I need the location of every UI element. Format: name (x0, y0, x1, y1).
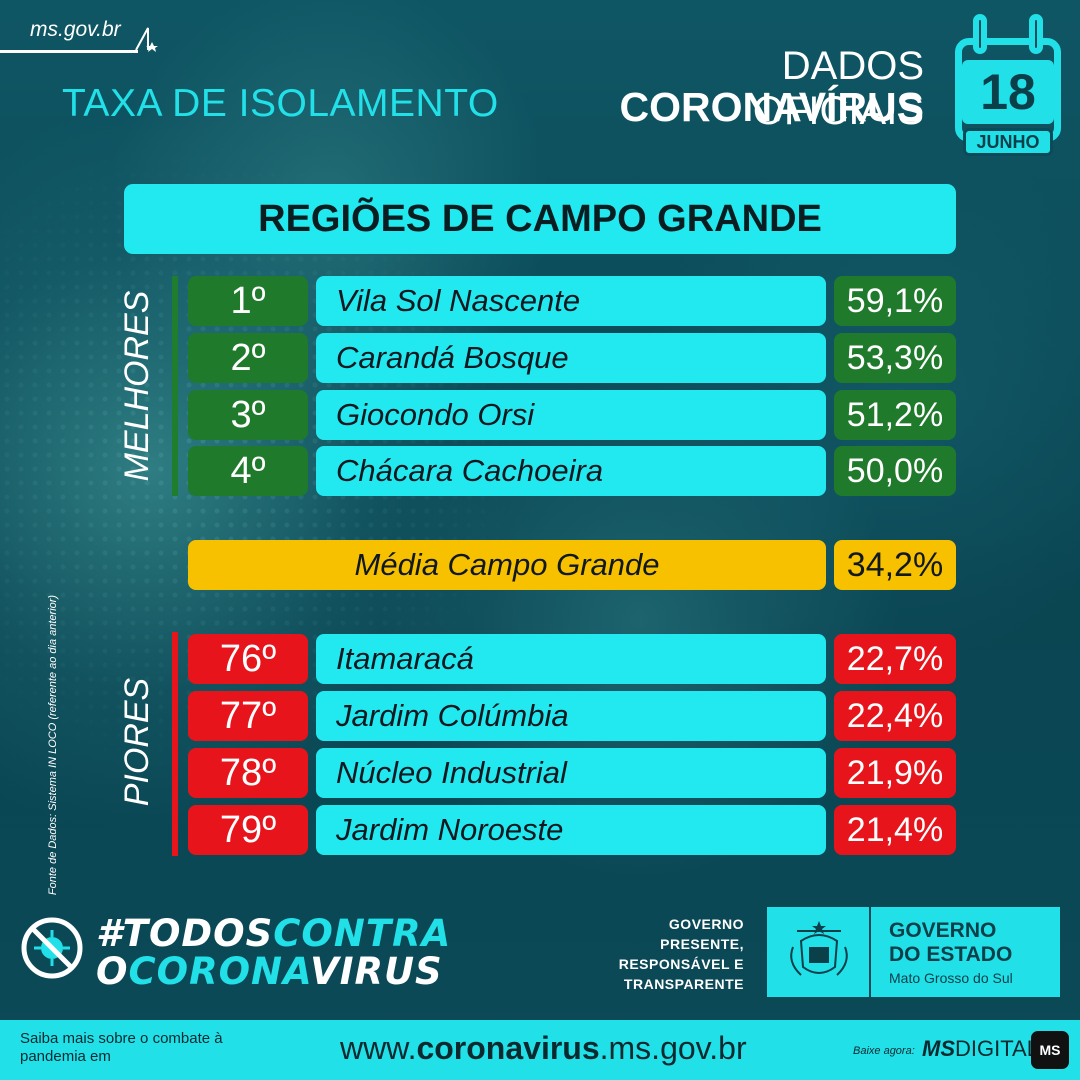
site-tag[interactable]: ms.gov.br (0, 14, 165, 53)
isolation-rate: 21,4% (834, 805, 956, 855)
region-name: Jardim Colúmbia (316, 691, 826, 741)
region-name: Carandá Bosque (316, 333, 826, 383)
download-label: Baixe agora: (853, 1045, 915, 1057)
bottom-bar: Saiba mais sobre o combate à pandemia em… (0, 1020, 1080, 1080)
rank-badge: 77º (188, 691, 308, 741)
ms-logo-icon (135, 27, 158, 52)
page-title: TAXA DE ISOLAMENTO (62, 82, 499, 125)
gov-state: Mato Grosso do Sul (889, 970, 1013, 986)
saiba-mais: Saiba mais sobre o combate à pandemia em (20, 1030, 223, 1065)
region-name: Núcleo Industrial (316, 748, 826, 798)
melhores-label: MELHORES (118, 290, 156, 482)
dados-oficiais: DADOS OFICIAIS (752, 44, 924, 133)
isolation-rate: 50,0% (834, 446, 956, 496)
ms-app-icon[interactable]: MS (1031, 1031, 1069, 1069)
region-name: Giocondo Orsi (316, 390, 826, 440)
region-name: Vila Sol Nascente (316, 276, 826, 326)
hashtag-line2: OCORONAVIRUS (96, 950, 443, 993)
average-label: Média Campo Grande (188, 540, 826, 590)
gov-name-1: GOVERNO (889, 919, 997, 942)
rank-badge: 2º (188, 333, 308, 383)
isolation-rate: 59,1% (834, 276, 956, 326)
piores-divider (172, 632, 178, 856)
piores-label: PIORES (118, 677, 156, 807)
site-label: ms.gov.br (30, 18, 121, 41)
isolation-rate: 53,3% (834, 333, 956, 383)
website-link[interactable]: www.coronavirus.ms.gov.br (340, 1030, 747, 1066)
calendar-day: 18 (962, 60, 1054, 124)
section-title: REGIÕES DE CAMPO GRANDE (124, 184, 956, 254)
isolation-rate: 51,2% (834, 390, 956, 440)
rank-badge: 76º (188, 634, 308, 684)
region-name: Jardim Noroeste (316, 805, 826, 855)
ms-digital-link[interactable]: MSDIGITAL (922, 1036, 1039, 1061)
coat-of-arms-icon (767, 907, 871, 997)
rank-badge: 3º (188, 390, 308, 440)
gov-logo[interactable]: GOVERNO DO ESTADO Mato Grosso do Sul (767, 907, 1060, 997)
hashtag-line1: #TODOSCONTRA (96, 912, 452, 955)
rank-badge: 4º (188, 446, 308, 496)
rank-badge: 1º (188, 276, 308, 326)
gov-name-2: DO ESTADO (889, 943, 1013, 966)
rank-badge: 78º (188, 748, 308, 798)
rank-badge: 79º (188, 805, 308, 855)
calendar-month: JUNHO (963, 128, 1053, 156)
average-rate: 34,2% (834, 540, 956, 590)
isolation-rate: 22,7% (834, 634, 956, 684)
no-virus-icon (21, 917, 83, 979)
gov-slogan: GOVERNO PRESENTE, RESPONSÁVEL E TRANSPAR… (618, 916, 744, 992)
calendar-icon: 18 JUNHO (955, 14, 1061, 156)
isolation-rate: 22,4% (834, 691, 956, 741)
coronavirus-title: CORONAVÍRUS (619, 84, 924, 130)
region-name: Chácara Cachoeira (316, 446, 826, 496)
region-name: Itamaracá (316, 634, 826, 684)
melhores-divider (172, 276, 178, 496)
source-note: Fonte de Dados: Sistema IN LOCO (referen… (47, 594, 59, 896)
isolation-rate: 21,9% (834, 748, 956, 798)
